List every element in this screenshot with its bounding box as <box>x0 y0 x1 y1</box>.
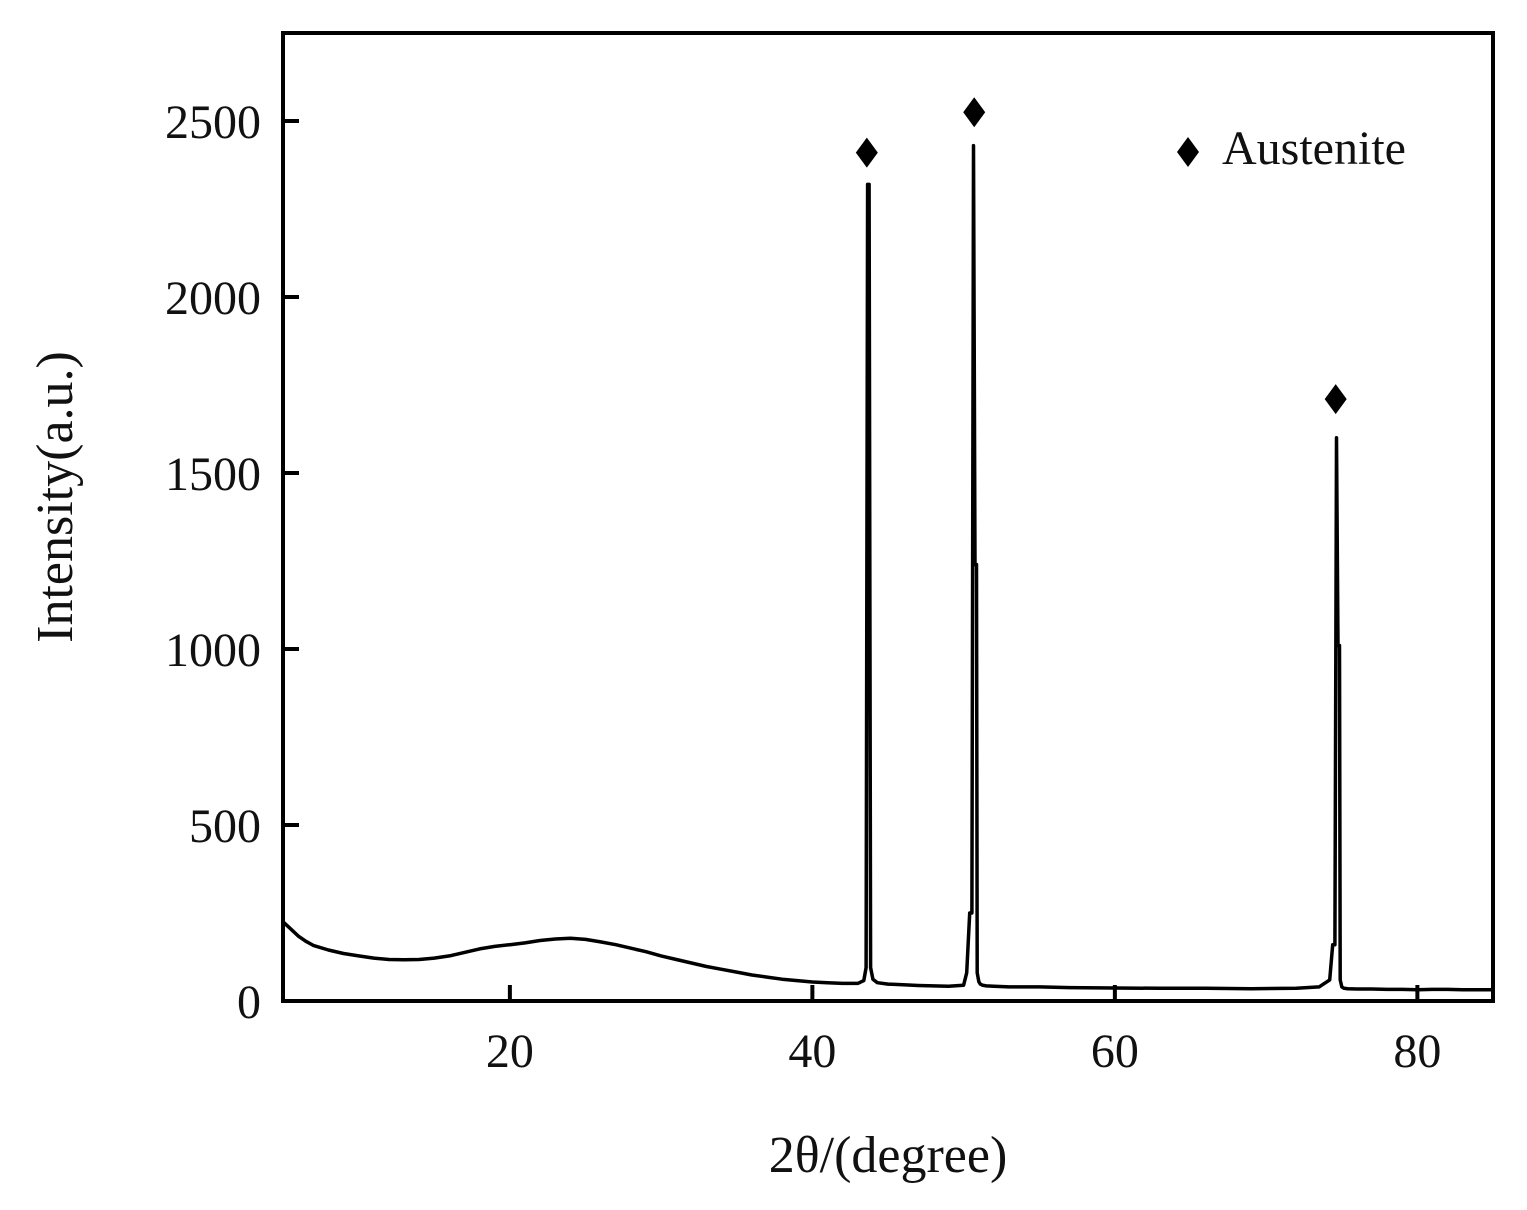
legend: Austenite <box>1177 122 1406 175</box>
y-tick-label: 500 <box>189 800 261 853</box>
austenite-peak-marker <box>1324 384 1347 415</box>
austenite-peak-marker <box>963 97 986 128</box>
legend-diamond-icon <box>1177 137 1199 167</box>
legend-label: Austenite <box>1222 122 1406 175</box>
y-tick-label: 1500 <box>165 448 261 501</box>
y-tick-label: 2000 <box>165 272 261 325</box>
austenite-peak-marker <box>855 137 878 168</box>
plot-frame <box>281 31 1495 1003</box>
x-axis-title: 2θ/(degree) <box>769 1127 1008 1184</box>
x-tick-label: 20 <box>486 1025 534 1078</box>
y-tick-label: 1000 <box>165 624 261 677</box>
y-tick-label: 0 <box>237 976 261 1029</box>
x-tick-label: 60 <box>1091 1025 1139 1078</box>
y-axis-title: Intensity(a.u.) <box>27 351 84 643</box>
y-tick-label: 2500 <box>165 96 261 149</box>
x-tick-label: 40 <box>788 1025 836 1078</box>
x-tick-label: 80 <box>1393 1025 1441 1078</box>
xrd-spectrum-line <box>281 143 1493 992</box>
